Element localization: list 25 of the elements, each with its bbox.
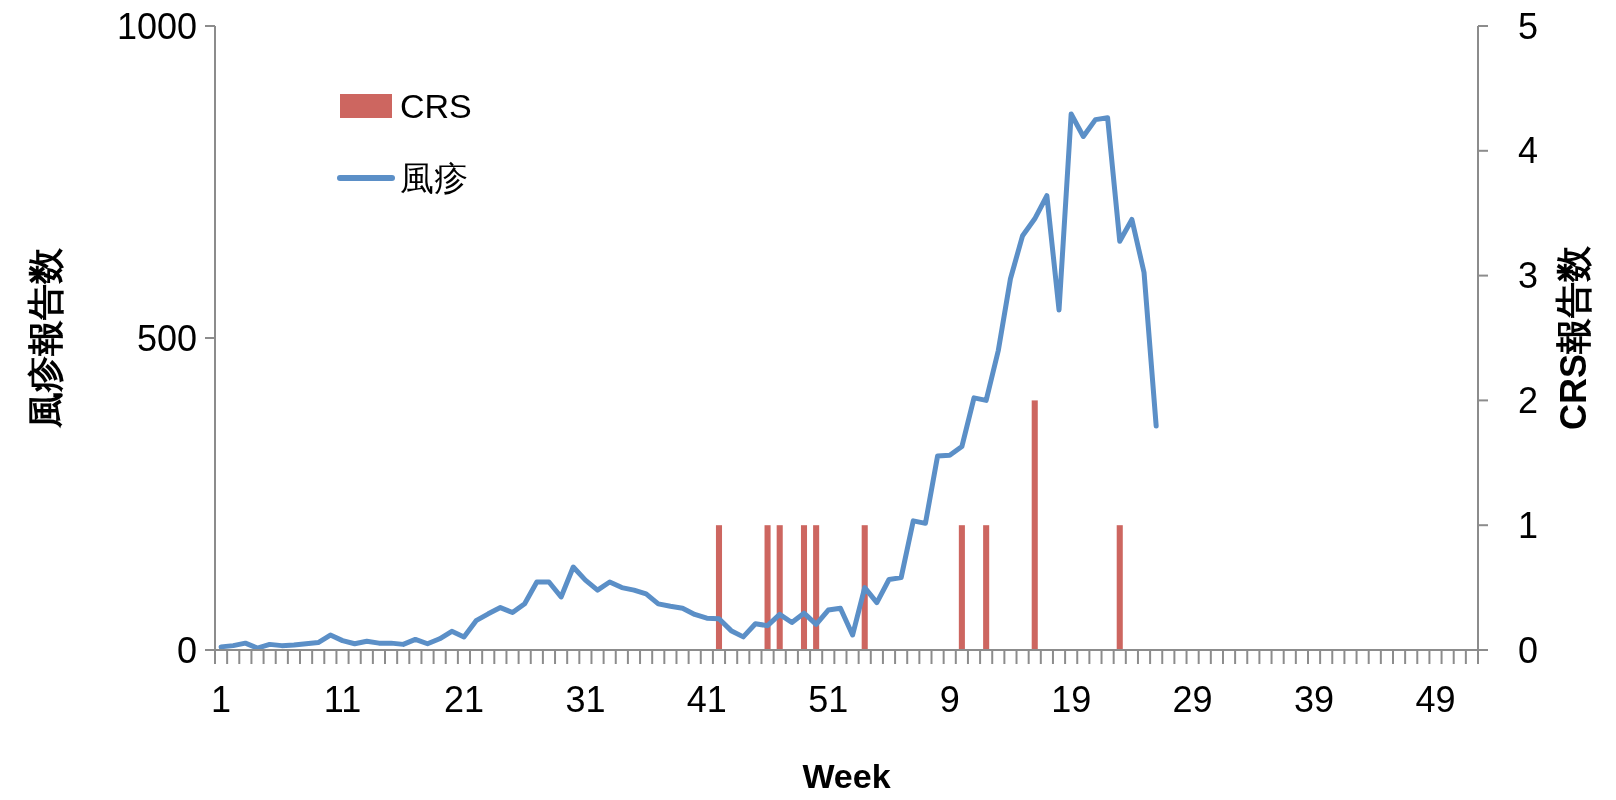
x-axis-title: Week [802,757,891,795]
y2-tick-label: 1 [1518,504,1539,546]
y-tick-label: 1000 [116,5,197,47]
y2-tick-label: 2 [1518,380,1539,421]
y2-tick-label: 4 [1518,130,1539,172]
x-tick-label: 49 [1415,679,1456,720]
y2-tick-label: 5 [1518,5,1539,47]
y-axis-title: 風疹報告数 [25,247,66,429]
x-tick-label: 19 [1051,679,1092,720]
x-tick-label: 9 [939,679,960,720]
x-tick-label: 21 [443,679,484,720]
x-tick-label: 29 [1172,679,1213,720]
x-tick-label: 31 [565,679,606,720]
legend-label: CRS [400,86,472,125]
y2-tick-label: 3 [1518,255,1539,297]
y-tick-label: 500 [136,317,197,359]
x-tick-label: 1 [211,679,232,720]
x-tick-label: 41 [686,679,727,720]
y2-axis-title: CRS報告数 [1553,245,1594,431]
x-tick-label: 51 [808,679,849,720]
x-tick-label: 11 [323,679,362,720]
legend-label: 風疹 [400,158,468,197]
x-tick-label: 39 [1294,679,1335,720]
y-tick-label: 0 [176,629,197,671]
y2-tick-label: 0 [1518,629,1539,671]
